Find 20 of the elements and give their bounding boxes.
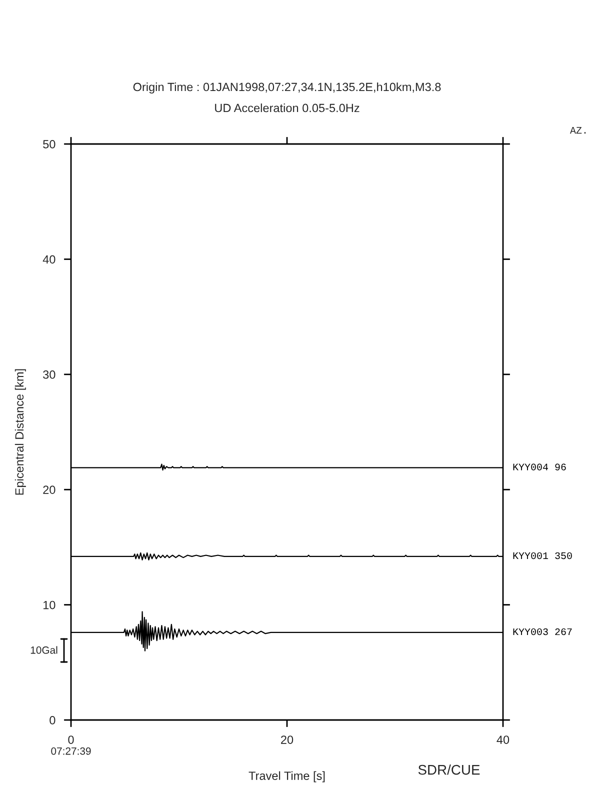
x-tick-label: 20: [281, 736, 294, 744]
y-tick-label: 40: [42, 255, 56, 264]
y-axis-title: Epicentral Distance [km]: [14, 369, 26, 495]
chart-title: Origin Time : 01JAN1998,07:27,34.1N,135.2E,h10km,M3.8: [133, 82, 441, 94]
y-tick-label: 20: [43, 486, 56, 494]
text: AZ.: [570, 127, 586, 134]
y-tick-label: 30: [43, 370, 56, 379]
series-label: KYY003 267: [513, 628, 572, 636]
y-tick-label: 10: [43, 600, 56, 610]
series-label: KYY004 96: [513, 464, 566, 470]
x-tick-label: 40: [496, 736, 510, 744]
y-tick-label: 50: [43, 140, 56, 148]
text: 10Gal: [30, 646, 58, 654]
text: 07:27:39: [51, 747, 91, 755]
y-tick-label: 0: [50, 716, 56, 724]
x-axis-title: Travel Time [s]: [248, 771, 325, 782]
x-tick-label: 0: [68, 736, 74, 744]
chart-subtitle: UD Acceleration 0.05-5.0Hz: [215, 104, 360, 112]
text: SDR/CUE: [418, 764, 480, 775]
series-label: KYY001 350: [513, 552, 572, 560]
